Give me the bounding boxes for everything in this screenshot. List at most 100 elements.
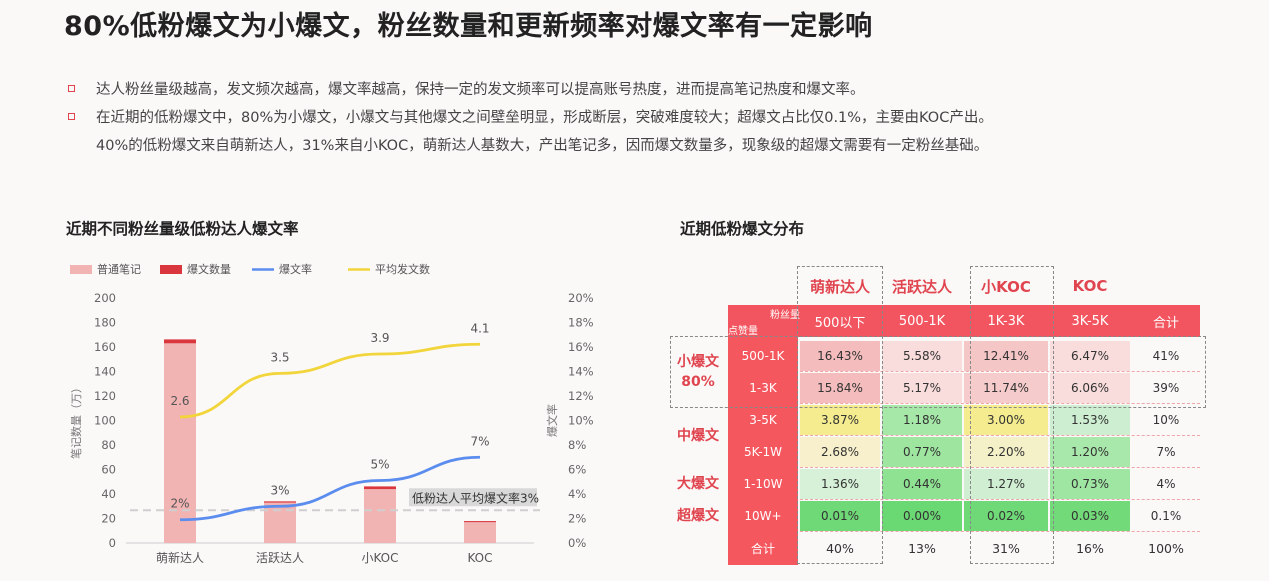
line-viral-rate-data-label: 2%: [170, 497, 189, 511]
line-viral-rate-data-label: 3%: [270, 483, 289, 497]
legend-swatch: [70, 265, 92, 274]
line-avg-posts-data-label: 3.5: [270, 350, 289, 364]
subheader: 合计: [1152, 315, 1179, 331]
bar-viral-count: [464, 521, 496, 523]
subheader: 3K-5K: [1071, 313, 1109, 329]
y2-tick-label: 4%: [568, 487, 586, 501]
column-header: 萌新达人: [809, 277, 870, 296]
y-tick-label: 100: [94, 414, 116, 428]
table-cell: 0.01%: [800, 501, 880, 531]
corner-label-fans: 粉丝量: [770, 309, 800, 321]
y2-axis-title: 爆文率: [545, 404, 559, 437]
bullet-square-icon: [68, 113, 75, 120]
table-cell: 0.00%: [882, 501, 962, 531]
distribution-table: 萌新达人 活跃达人 小KOC KOC 粉丝量 点赞量 500以下 500-1K 1K-3K 3K-…: [670, 264, 1230, 565]
legend-label: 普通笔记: [97, 262, 141, 276]
legend-swatch: [160, 265, 182, 274]
legend-label: 爆文数量: [187, 262, 231, 276]
x-tick-label: 萌新达人: [156, 550, 204, 565]
row-group-label: 大爆文: [677, 476, 719, 492]
y2-tick-label: 6%: [568, 463, 586, 477]
table-cell: 0.03%: [1050, 501, 1130, 531]
y-tick-label: 60: [101, 463, 116, 477]
subheader: 500-1K: [898, 313, 946, 329]
table-cell: 0.73%: [1050, 469, 1130, 499]
bar-normal-notes: [464, 522, 496, 543]
chart-title: 近期不同粉丝量级低粉达人爆文率: [66, 220, 299, 238]
corner-label-likes: 点赞量: [728, 325, 758, 337]
row-total: 4%: [1156, 477, 1176, 491]
bullet-item-1: 达人粉丝量级越高，发文频次越高，爆文率越高，保持一定的发文频率可以提高账号热度，…: [66, 76, 1246, 104]
row-total: 10%: [1152, 413, 1180, 427]
row-label: 1-3K: [749, 381, 777, 395]
table-cell: 6.06%: [1050, 373, 1130, 403]
table-cell: 1.53%: [1050, 405, 1130, 435]
row-label: 500-1K: [741, 349, 785, 363]
row-label: 3-5K: [749, 413, 777, 427]
y-tick-label: 200: [94, 291, 116, 305]
table-cell: 5.58%: [882, 341, 962, 371]
y2-tick-label: 12%: [568, 389, 594, 403]
table-cell: 1.18%: [882, 405, 962, 435]
table-cell: 16.43%: [800, 341, 880, 371]
table-cell: 1.36%: [800, 469, 880, 499]
bar-normal-notes: [364, 489, 396, 543]
table-cell: 1.20%: [1050, 437, 1130, 467]
row-group-label: 超爆文: [677, 508, 719, 524]
y2-tick-label: 8%: [568, 438, 586, 452]
bar-normal-notes: [164, 343, 196, 543]
page-title: 80%低粉爆文为小爆文，粉丝数量和更新频率对爆文率有一定影响: [64, 11, 873, 42]
table-cell: 0.02%: [964, 501, 1048, 531]
x-tick-label: KOC: [467, 551, 492, 565]
reference-label-bg: [409, 488, 537, 507]
column-header: 小KOC: [981, 277, 1031, 296]
row-group-label: 中爆文: [677, 428, 719, 444]
bullet-item-2: 在近期的低粉爆文中，80%为小爆文，小爆文与其他爆文之间壁垒明显，形成断层，突破…: [66, 104, 1246, 132]
bullet-square-icon: [68, 85, 75, 92]
bullet-text-1: 达人粉丝量级越高，发文频次越高，爆文率越高，保持一定的发文频率可以提高账号热度，…: [96, 82, 865, 98]
y-tick-label: 20: [101, 512, 116, 526]
footer-cell: 16%: [1076, 540, 1104, 556]
row-separator: [800, 403, 1200, 404]
y2-tick-label: 14%: [568, 365, 594, 379]
line-avg-posts-data-label: 3.9: [370, 331, 389, 345]
table-cell: 6.47%: [1050, 341, 1130, 371]
line-avg-posts: [179, 342, 481, 419]
y2-tick-label: 10%: [568, 414, 594, 428]
row-label: 10W+: [744, 509, 782, 523]
row-label: 1-10W: [743, 477, 783, 491]
footer-label: 合计: [750, 541, 775, 556]
y2-tick-label: 20%: [568, 291, 594, 305]
table-cell: 15.84%: [800, 373, 880, 403]
legend-label: 平均发文数: [375, 262, 430, 276]
column-header: KOC: [1072, 277, 1108, 295]
table-cell: 2.68%: [800, 437, 880, 467]
row-group-label: 小爆文 80%: [677, 354, 719, 390]
table-title: 近期低粉爆文分布: [680, 220, 805, 238]
row-label-bg: [728, 337, 798, 565]
bar-viral-count: [264, 501, 296, 503]
table-cell: 3.87%: [800, 405, 880, 435]
bar-viral-count: [364, 486, 396, 490]
row-label: 5K-1W: [743, 445, 783, 459]
line-avg-posts-data-label: 2.6: [170, 394, 189, 408]
footer-cell: 31%: [992, 540, 1020, 556]
table-cell: 0.77%: [882, 437, 962, 467]
x-tick-label: 小KOC: [361, 551, 398, 565]
row-separator: [800, 531, 1200, 532]
subheader: 1K-3K: [987, 313, 1025, 329]
row-separator: [800, 435, 1200, 436]
line-viral-rate-data-label: 7%: [470, 434, 489, 448]
table-cell: 1.27%: [964, 469, 1048, 499]
footer-cell: 13%: [908, 540, 936, 556]
y-tick-label: 140: [94, 365, 116, 379]
footer-total: 100%: [1148, 540, 1184, 556]
table-cell: 11.74%: [964, 373, 1048, 403]
row-separator: [800, 371, 1200, 372]
table-cell: 2.20%: [964, 437, 1048, 467]
x-tick-label: 活跃达人: [256, 551, 304, 565]
y-tick-label: 80: [101, 438, 116, 452]
y-tick-label: 120: [94, 389, 116, 403]
line-viral-rate: [179, 455, 481, 522]
row-total: 7%: [1156, 445, 1176, 459]
